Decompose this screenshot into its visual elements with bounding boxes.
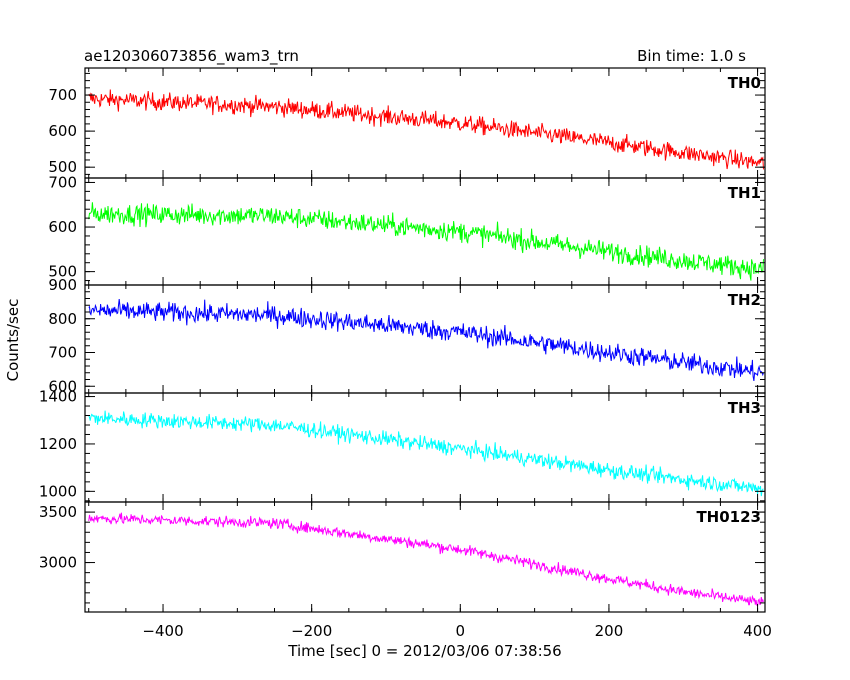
series-line-th2 xyxy=(88,298,764,381)
y-tick-label: 500 xyxy=(48,263,77,281)
panel-label: TH0 xyxy=(728,74,761,92)
y-tick-label: 3000 xyxy=(39,554,77,572)
chart-title: ae120306073856_wam3_trn xyxy=(84,47,299,66)
panel-frame xyxy=(84,392,766,503)
panel-label: TH0123 xyxy=(696,508,761,526)
panel-frame xyxy=(84,501,766,613)
x-tick-label: 400 xyxy=(743,622,772,640)
panel-frame xyxy=(84,67,766,179)
y-axis-label: Counts/sec xyxy=(4,299,22,382)
y-tick-label: 600 xyxy=(48,122,77,140)
y-tick-label: 600 xyxy=(48,218,77,236)
x-tick-label: 200 xyxy=(595,622,624,640)
x-tick-label: −400 xyxy=(142,622,183,640)
y-tick-label: 3500 xyxy=(39,503,77,521)
y-tick-label: 1200 xyxy=(39,435,77,453)
series-line-th0123 xyxy=(88,512,764,607)
panel-label: TH1 xyxy=(728,184,761,202)
y-tick-label: 600 xyxy=(48,377,77,395)
panels-group: 500 600 700 TH0 500 600 700 TH1 600 700 800 900 TH2 1… xyxy=(39,67,772,640)
y-tick-label: 700 xyxy=(48,86,77,104)
series-line-th3 xyxy=(88,410,764,497)
x-axis-label: Time [sec] 0 = 2012/03/06 07:38:56 xyxy=(287,642,561,660)
panel-label: TH3 xyxy=(728,399,761,417)
panel-th2: 600 700 800 900 TH2 xyxy=(48,276,766,395)
panel-th1: 500 600 700 TH1 xyxy=(48,173,766,286)
x-tick-label: −200 xyxy=(291,622,332,640)
y-tick-label: 800 xyxy=(48,310,77,328)
panel-th0: 500 600 700 TH0 xyxy=(48,67,766,179)
y-tick-label: 1400 xyxy=(39,388,77,406)
series-line-th0 xyxy=(88,89,764,170)
y-tick-label: 700 xyxy=(48,173,77,191)
panel-th3: 1000 1200 1400 TH3 xyxy=(39,388,766,503)
y-tick-label: 900 xyxy=(48,276,77,294)
series-line-th1 xyxy=(88,202,764,281)
x-tick-label: 0 xyxy=(456,622,466,640)
y-tick-label: 700 xyxy=(48,344,77,362)
y-tick-label: 500 xyxy=(48,158,77,176)
y-tick-label: 1000 xyxy=(39,482,77,500)
bin-time-label: Bin time: 1.0 s xyxy=(637,47,746,65)
panel-frame xyxy=(84,284,766,394)
panel-th0123: 3000 3500 TH0123 xyxy=(39,501,766,613)
panel-label: TH2 xyxy=(728,291,761,309)
